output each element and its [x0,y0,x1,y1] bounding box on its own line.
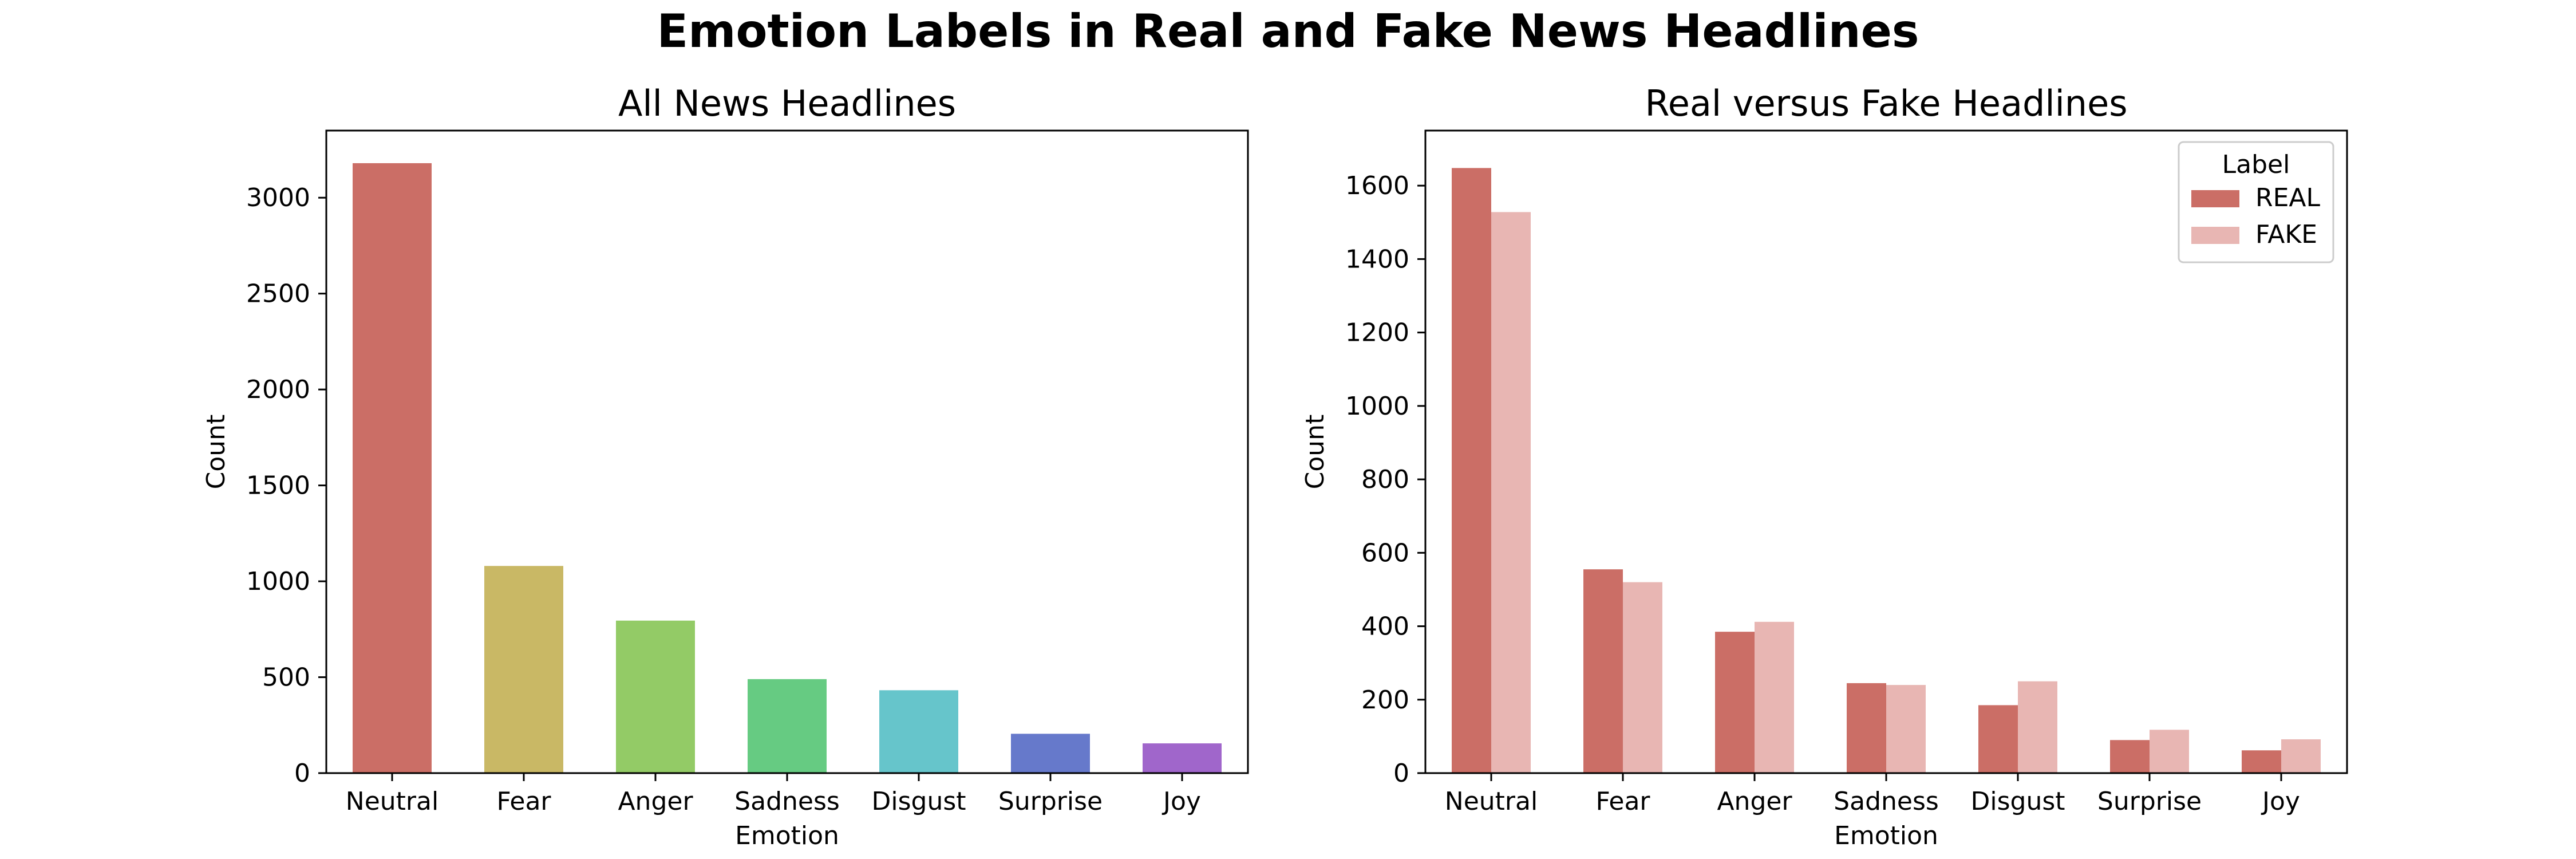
bar-fake-anger [1755,621,1794,773]
y-tick-label: 1000 [246,567,310,596]
x-tick-label: Fear [496,787,551,816]
y-tick-label: 500 [262,663,310,692]
legend: Label REAL FAKE [2178,141,2334,263]
x-tick-label: Surprise [2097,787,2202,816]
bar-neutral [353,163,432,774]
bar-real-neutral [1452,168,1491,773]
x-tick-label: Anger [1717,787,1792,816]
x-axis-label: Emotion [1834,821,1938,850]
y-tick-label: 2000 [246,375,310,404]
bar-sadness [748,679,827,773]
chart-title: Real versus Fake Headlines [1645,82,2127,124]
x-tick-label: Sadness [734,787,840,816]
chart-all-headlines: All News Headlines 0 500 1000 1500 2000 2500 30… [202,82,1249,850]
bar-fake-joy [2281,739,2321,773]
bar-surprise [1011,734,1090,773]
bar-real-disgust [1978,705,2018,773]
y-tick-label: 200 [1361,685,1409,715]
bar-real-joy [2242,750,2281,773]
bar-fake-surprise [2150,730,2189,773]
bar-real-fear [1583,569,1623,773]
x-tick-label: Sadness [1834,787,1939,816]
y-tick-label: 0 [294,759,310,788]
legend-swatch-real [2191,190,2239,207]
y-tick-label: 1200 [1345,318,1409,348]
x-tick-label: Anger [618,787,693,816]
x-tick-label: Disgust [871,787,966,816]
x-tick-label: Neutral [346,787,438,816]
bar-fake-neutral [1491,212,1531,773]
legend-label-real: REAL [2255,183,2320,212]
y-tick-label: 3000 [246,183,310,212]
legend-title: Label [2222,150,2290,179]
bar-fake-sadness [1886,685,1926,773]
bar-joy [1143,743,1222,773]
bar-fear [484,566,563,773]
bar-real-anger [1715,632,1755,773]
bar-anger [616,620,695,773]
y-axis-label: Count [202,415,231,490]
y-tick-label: 1600 [1345,171,1409,200]
y-tick-label: 1400 [1345,245,1409,274]
x-tick-label: Joy [1161,787,1201,816]
chart-title: All News Headlines [618,82,956,124]
x-tick-label: Disgust [1970,787,2065,816]
x-tick-label: Neutral [1445,787,1538,816]
x-tick-label: Joy [2261,787,2300,816]
y-tick-label: 0 [1393,759,1409,788]
bar-real-sadness [1847,683,1886,773]
y-tick-label: 600 [1361,538,1409,568]
y-axis-label: Count [1301,415,1330,490]
chart-real-vs-fake: Real versus Fake Headlines 0 200 400 600 800 1… [1301,82,2348,850]
x-tick-label: Surprise [998,787,1103,816]
bar-fake-disgust [2018,681,2057,773]
x-tick-label: Fear [1595,787,1650,816]
legend-label-fake: FAKE [2255,220,2317,249]
bar-real-surprise [2110,740,2150,773]
x-axis-label: Emotion [735,821,839,850]
legend-swatch-fake [2191,227,2239,244]
y-tick-label: 1000 [1345,392,1409,421]
bar-fake-fear [1623,582,1662,773]
bar-disgust [879,690,958,773]
axes-frame [325,129,1249,774]
y-tick-label: 2500 [246,279,310,309]
y-tick-label: 400 [1361,612,1409,641]
y-tick-label: 800 [1361,465,1409,494]
y-tick-label: 1500 [246,471,310,501]
figure-title: Emotion Labels in Real and Fake News Hea… [657,5,1919,58]
